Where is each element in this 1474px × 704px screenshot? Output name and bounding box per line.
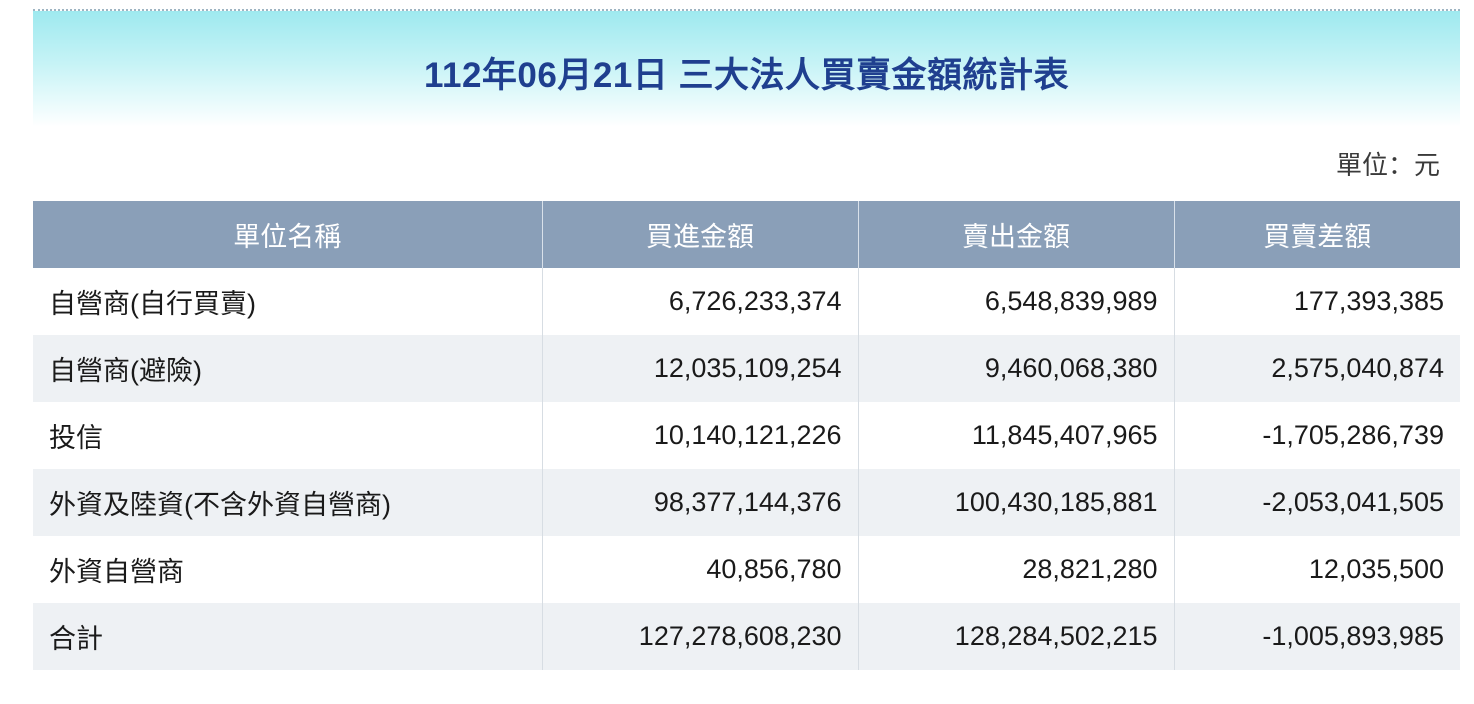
table-row: 自營商(自行買賣) 6,726,233,374 6,548,839,989 17… (33, 268, 1460, 335)
unit-label: 單位：元 (1335, 150, 1440, 180)
row-sell: 100,430,185,881 (858, 469, 1175, 536)
row-diff: -2,053,041,505 (1174, 469, 1460, 536)
row-diff: 12,035,500 (1174, 536, 1460, 603)
row-name: 自營商(避險) (33, 335, 543, 402)
row-buy: 127,278,608,230 (542, 603, 859, 670)
row-diff: -1,005,893,985 (1174, 603, 1460, 670)
row-name: 外資及陸資(不含外資自營商) (33, 469, 543, 536)
row-sell: 11,845,407,965 (858, 402, 1175, 469)
row-name: 自營商(自行買賣) (33, 268, 543, 335)
row-buy: 40,856,780 (542, 536, 859, 603)
table-row: 外資自營商 40,856,780 28,821,280 12,035,500 (33, 536, 1460, 603)
table-header-row: 單位名稱 買進金額 賣出金額 買賣差額 (33, 201, 1460, 268)
row-sell: 128,284,502,215 (858, 603, 1175, 670)
table-row: 投信 10,140,121,226 11,845,407,965 -1,705,… (33, 402, 1460, 469)
column-header-name: 單位名稱 (33, 201, 543, 268)
row-diff: 177,393,385 (1174, 268, 1460, 335)
institutional-trading-table: 單位名稱 買進金額 賣出金額 買賣差額 自營商(自行買賣) 6,726,233,… (33, 201, 1460, 670)
row-buy: 98,377,144,376 (542, 469, 859, 536)
table-row: 自營商(避險) 12,035,109,254 9,460,068,380 2,5… (33, 335, 1460, 402)
row-diff: 2,575,040,874 (1174, 335, 1460, 402)
row-name: 外資自營商 (33, 536, 543, 603)
row-buy: 6,726,233,374 (542, 268, 859, 335)
row-sell: 6,548,839,989 (858, 268, 1175, 335)
row-name: 投信 (33, 402, 543, 469)
table-row-total: 合計 127,278,608,230 128,284,502,215 -1,00… (33, 603, 1460, 670)
title-banner: 112年06月21日 三大法人買賣金額統計表 (33, 9, 1460, 127)
column-header-buy: 買進金額 (542, 201, 859, 268)
column-header-diff: 買賣差額 (1174, 201, 1460, 268)
page-title: 112年06月21日 三大法人買賣金額統計表 (423, 56, 1070, 95)
row-diff: -1,705,286,739 (1174, 402, 1460, 469)
row-sell: 28,821,280 (858, 536, 1175, 603)
row-sell: 9,460,068,380 (858, 335, 1175, 402)
column-header-sell: 賣出金額 (858, 201, 1175, 268)
row-name: 合計 (33, 603, 543, 670)
row-buy: 10,140,121,226 (542, 402, 859, 469)
table-row: 外資及陸資(不含外資自營商) 98,377,144,376 100,430,18… (33, 469, 1460, 536)
row-buy: 12,035,109,254 (542, 335, 859, 402)
